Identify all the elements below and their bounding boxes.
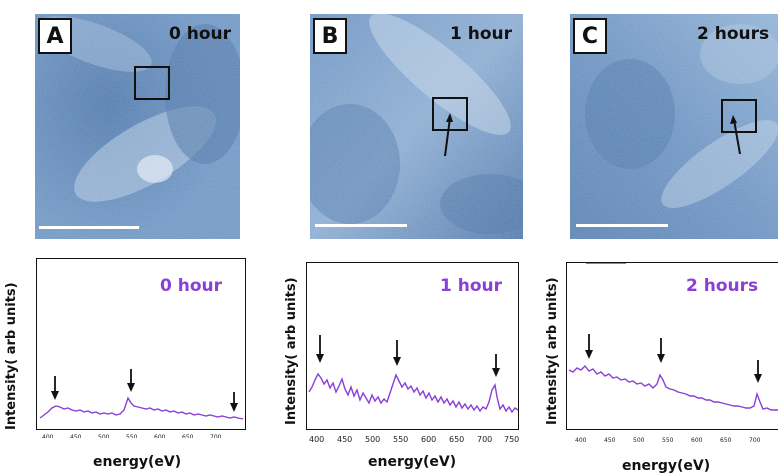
tick-2h-500: 500: [633, 437, 645, 444]
arrow-1h-3: [492, 354, 500, 377]
arrow-0h-3: [230, 392, 238, 412]
arrow-0h-1: [51, 376, 59, 400]
spectrum-ylabel-2h: Intensity( arb units): [545, 277, 560, 425]
arrow-2h-2: [657, 338, 665, 363]
arrow-2h-1: [585, 334, 593, 359]
panel-letter-a: A: [38, 18, 72, 54]
tick-1h-750: 750: [504, 435, 519, 444]
tick-1h-500: 500: [365, 435, 380, 444]
tick-1h-700: 700: [477, 435, 492, 444]
tick-0h-650: 650: [182, 434, 194, 438]
spectrum-panel-0h: 400 450 500 550 600 650 700 0 hour: [36, 258, 246, 441]
spectrum-title-0h: 0 hour: [160, 276, 223, 296]
tick-0h-400: 400: [42, 434, 54, 438]
tick-2h-400: 400: [575, 437, 587, 444]
tick-labels-2h: 400 450 500 550 600 650 700: [575, 437, 761, 444]
micrograph-panel-c: C 2 hours: [570, 14, 778, 239]
spectrum-ylabel-1h: Intensity( arb units): [284, 277, 299, 425]
tick-1h-650: 650: [449, 435, 464, 444]
spectrum-xlabel-2h: energy(eV): [622, 458, 711, 474]
spectrum-plot-1h: 400 450 500 550 600 650 700 750: [306, 262, 519, 444]
tick-0h-600: 600: [154, 434, 166, 438]
tick-labels-0h: 400 450 500 550 600 650 700: [42, 434, 222, 441]
arrow-0h-2: [127, 369, 135, 392]
spectrum-title-2h: 2 hours: [686, 276, 759, 296]
tick-0h-550: 550: [126, 434, 138, 438]
panel-letter-b: B: [313, 18, 347, 54]
tick-1h-550: 550: [393, 435, 408, 444]
micrograph-panel-a: A 0 hour: [35, 14, 240, 239]
spectrum-title-1h: 1 hour: [440, 276, 503, 296]
panel-time-label-a: 0 hour: [169, 24, 232, 44]
spectrum-plot-0h: 400 450 500 550 600 650 700: [36, 258, 246, 441]
tick-2h-550: 550: [662, 437, 674, 444]
panel-time-label-c: 2 hours: [697, 24, 770, 44]
tick-1h-400: 400: [309, 435, 324, 444]
spectrum-trace-2h: [568, 364, 778, 411]
arrow-1h-2: [393, 340, 401, 366]
spectrum-panel-1h: 400 450 500 550 600 650 700 750 1 hour: [306, 262, 521, 447]
spectrum-xlabel-0h: energy(eV): [93, 454, 182, 470]
tick-2h-450: 450: [604, 437, 616, 444]
panel-letter-c: C: [573, 18, 607, 54]
spectrum-xlabel-1h: energy(eV): [368, 454, 457, 470]
tick-2h-700: 700: [749, 437, 761, 444]
spectrum-trace-1h: [308, 372, 519, 414]
arrow-1h-1: [316, 335, 324, 363]
spectrum-trace-0h: [39, 396, 244, 420]
tick-1h-600: 600: [421, 435, 436, 444]
spectrum-plot-2h: 400 450 500 550 600 650 700: [566, 261, 778, 444]
tick-labels-1h: 400 450 500 550 600 650 700 750: [309, 435, 519, 444]
panel-time-label-b: 1 hour: [450, 24, 513, 44]
spectrum-ylabel-0h: Intensity( arb units): [4, 282, 19, 430]
tick-0h-500: 500: [98, 434, 110, 438]
micrograph-panel-b: B 1 hour: [310, 14, 523, 239]
tick-0h-700: 700: [210, 434, 222, 438]
arrow-2h-3: [754, 360, 762, 383]
tick-1h-450: 450: [337, 435, 352, 444]
tick-2h-650: 650: [720, 437, 732, 444]
tick-2h-600: 600: [691, 437, 703, 444]
spectrum-panel-2h: 400 450 500 550 600 650 700 2 hours: [566, 261, 778, 447]
tick-0h-450: 450: [70, 434, 82, 438]
